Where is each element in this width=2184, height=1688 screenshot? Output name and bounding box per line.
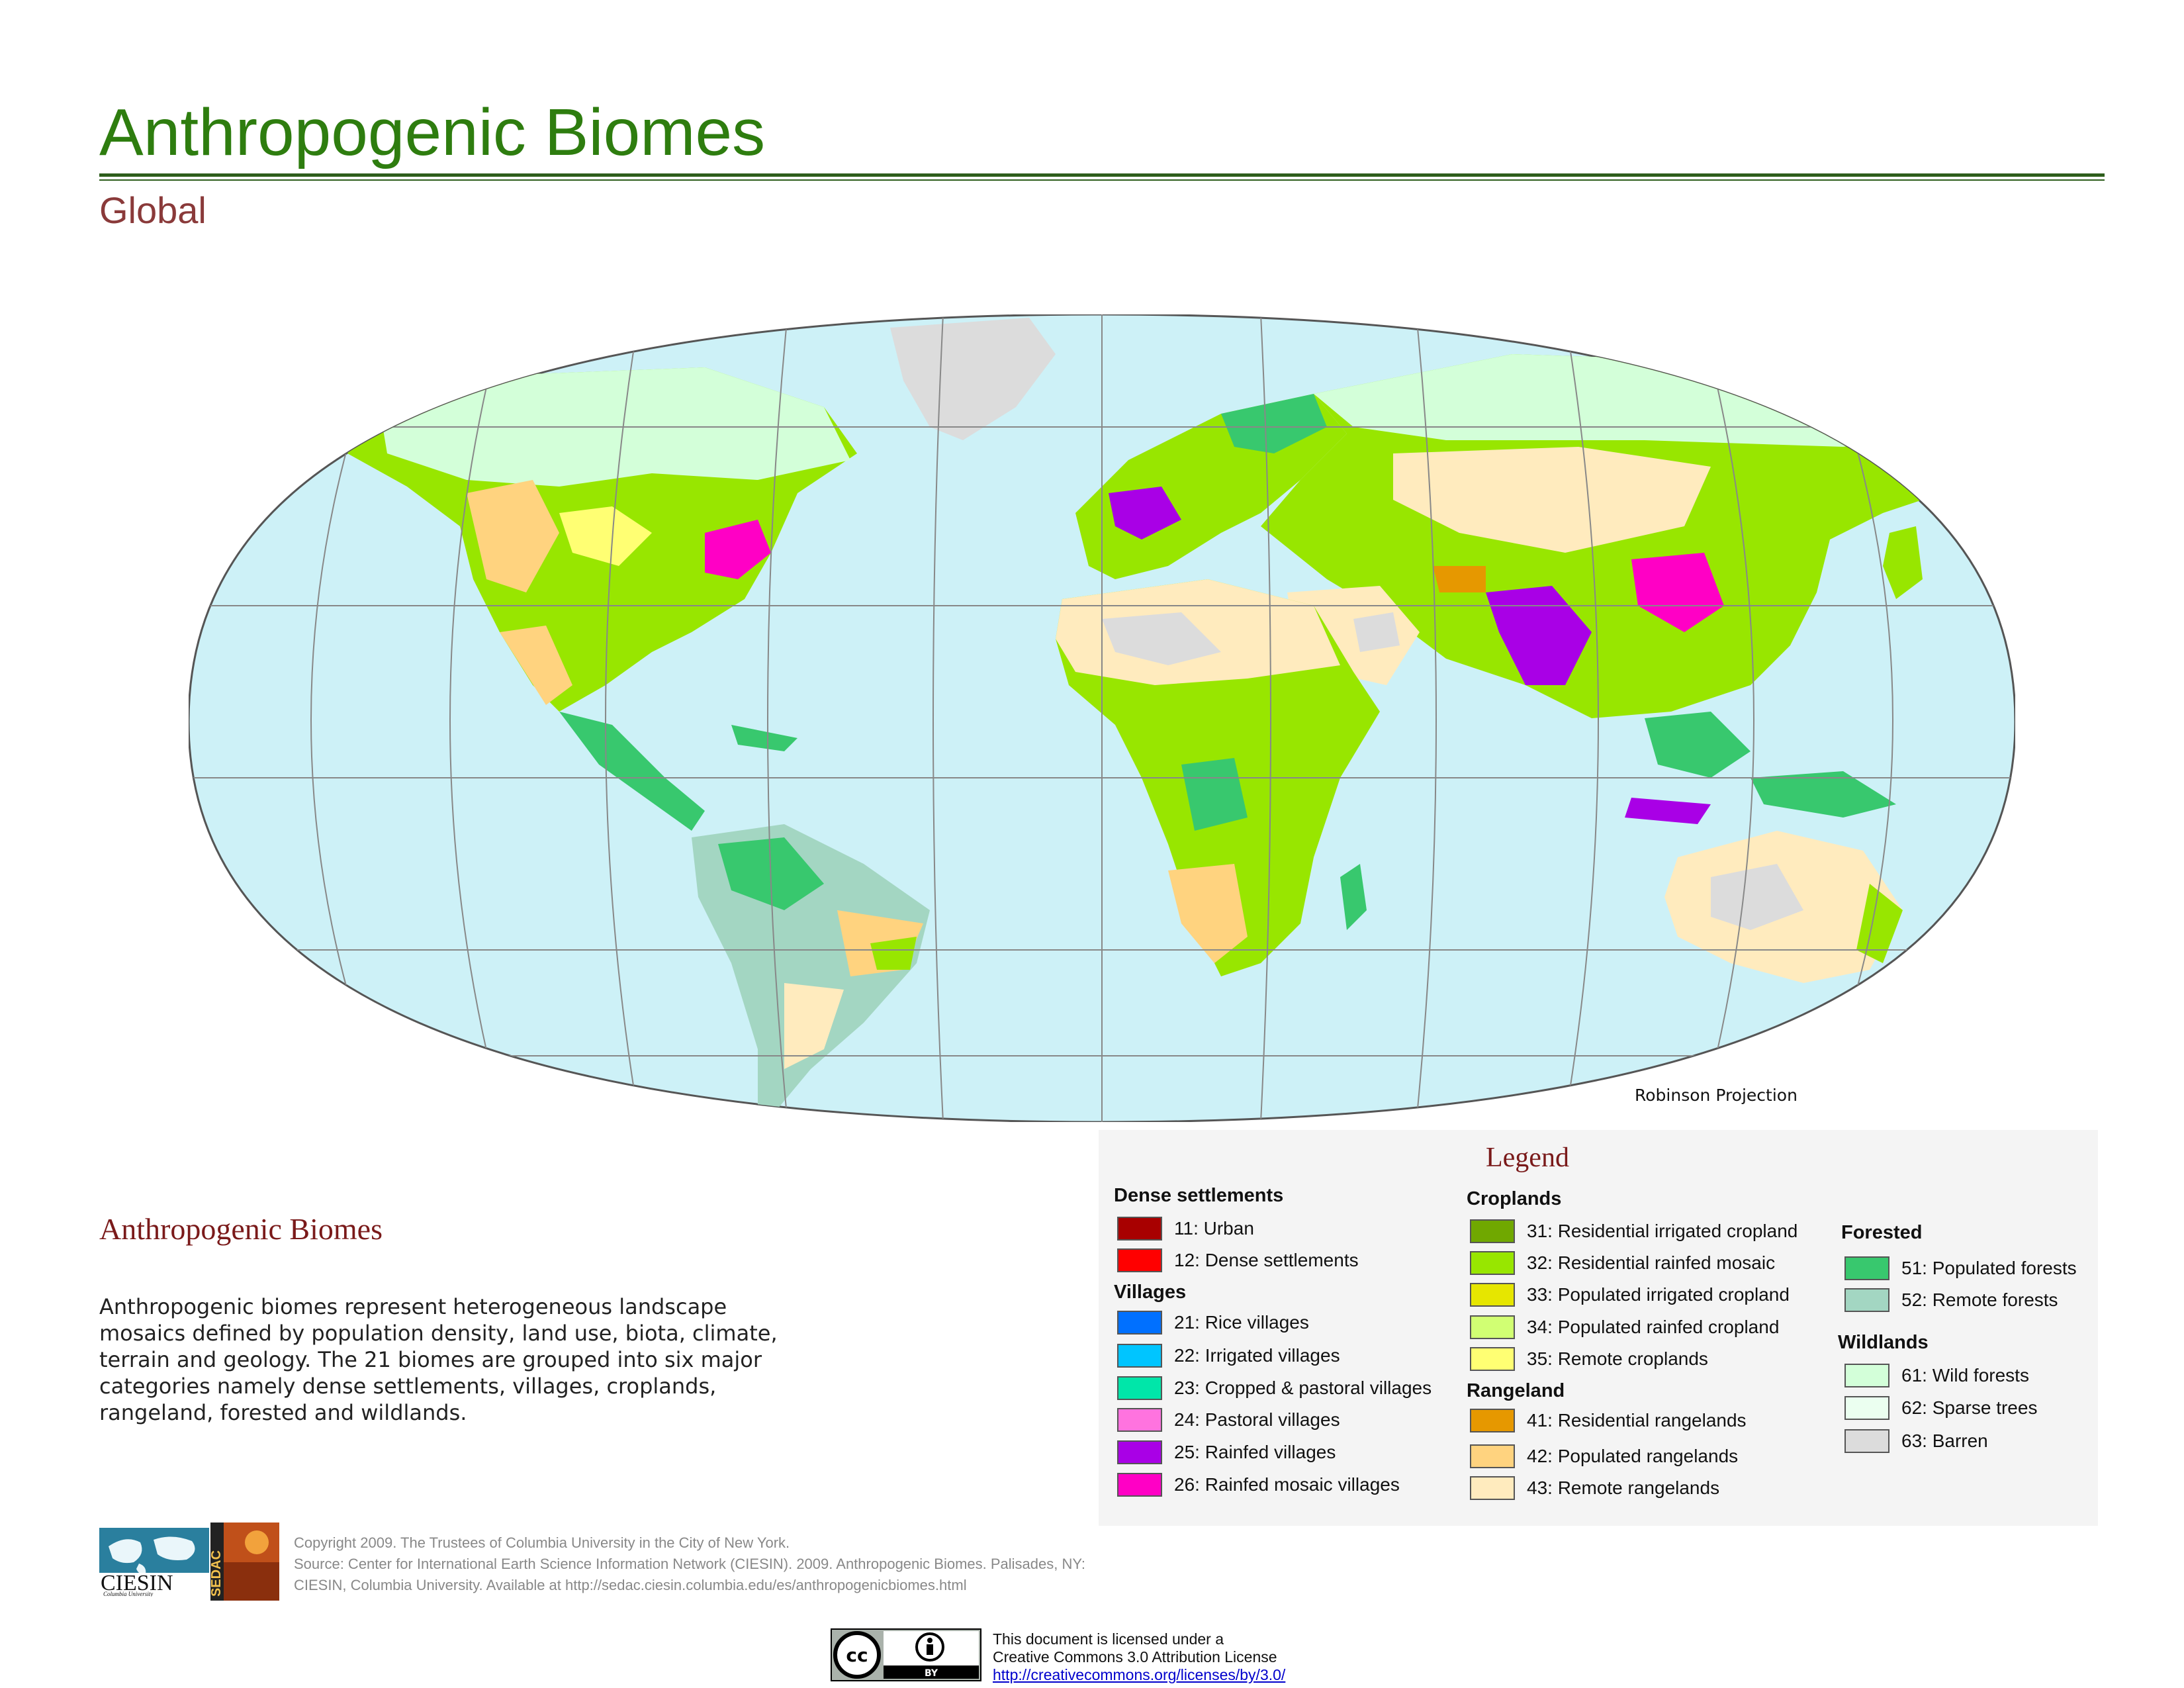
- description-line: Anthropogenic biomes represent heterogen…: [99, 1294, 727, 1319]
- legend-item-remote-croplands: 35: Remote croplands: [1470, 1346, 1708, 1372]
- graticule: [189, 314, 2015, 1122]
- legend-swatch: [1470, 1251, 1515, 1275]
- legend-item-populated-forests: 51: Populated forests: [1844, 1255, 2077, 1282]
- world-map: [189, 314, 2015, 1122]
- ciesin-logo-text: CIESIN: [101, 1571, 173, 1595]
- land-southeast-asia: [1625, 712, 1896, 824]
- attribution-icon: [927, 1638, 933, 1643]
- description-heading: Anthropogenic Biomes: [99, 1212, 383, 1246]
- page-subtitle: Global: [99, 189, 206, 231]
- ciesin-logo: CIESIN Columbia University: [99, 1528, 209, 1597]
- legend-item-barren: 63: Barren: [1844, 1428, 1988, 1454]
- page-title: Anthropogenic Biomes: [99, 95, 766, 169]
- legend-swatch: [1844, 1256, 1889, 1280]
- sedac-logo-text: SEDAC: [210, 1550, 224, 1597]
- legend-group-forested: Forested: [1841, 1222, 1923, 1243]
- legend-swatch: [1117, 1248, 1162, 1272]
- legend-group-croplands: Croplands: [1467, 1188, 1562, 1209]
- legend-item-pastoral-villages: 24: Pastoral villages: [1117, 1407, 1340, 1433]
- legend-item-residential-rangelands: 41: Residential rangelands: [1470, 1407, 1747, 1434]
- legend-title: Legend: [1486, 1143, 1569, 1173]
- legend-group-dense-settlements: Dense settlements: [1114, 1185, 1284, 1206]
- license-line: Creative Commons 3.0 Attribution License: [993, 1648, 1277, 1665]
- legend-item-wild-forests: 61: Wild forests: [1844, 1362, 2029, 1389]
- legend-item-rice-villages: 21: Rice villages: [1117, 1309, 1309, 1336]
- legend-group-rangeland: Rangeland: [1467, 1380, 1565, 1401]
- legend-item-populated-rainfed-cropland: 34: Populated rainfed cropland: [1470, 1314, 1779, 1340]
- legend-panel: [1099, 1130, 2098, 1526]
- legend-swatch: [1117, 1344, 1162, 1368]
- cc-by-label: BY: [925, 1668, 938, 1679]
- legend-swatch: [1470, 1315, 1515, 1339]
- legend-item-rainfed-mosaic-villages: 26: Rainfed mosaic villages: [1117, 1472, 1400, 1498]
- land-north-america: [347, 367, 857, 712]
- legend-swatch: [1117, 1311, 1162, 1335]
- land-europe: [1075, 394, 1347, 579]
- legend-item-rainfed-villages: 25: Rainfed villages: [1117, 1439, 1336, 1466]
- land-australia: [1664, 831, 1949, 1023]
- cc-icon: cc: [846, 1644, 868, 1666]
- source-line: Source: Center for International Earth S…: [294, 1556, 1085, 1572]
- legend-swatch: [1470, 1444, 1515, 1468]
- legend-swatch: [1844, 1364, 1889, 1387]
- legend-swatch: [1844, 1396, 1889, 1420]
- description-line: categories namely dense settlements, vil…: [99, 1374, 717, 1399]
- legend-swatch: [1470, 1283, 1515, 1307]
- description-line: rangeland, forested and wildlands.: [99, 1400, 467, 1425]
- legend-item-remote-forests: 52: Remote forests: [1844, 1287, 2058, 1313]
- land-japan: [1883, 526, 1923, 599]
- legend-swatch: [1470, 1347, 1515, 1371]
- legend-swatch: [1844, 1288, 1889, 1312]
- projection-label: Robinson Projection: [1635, 1086, 1797, 1105]
- description-line: terrain and geology. The 21 biomes are g…: [99, 1347, 762, 1372]
- legend-swatch: [1117, 1440, 1162, 1464]
- title-rule: [99, 173, 2105, 177]
- title-rule-thin: [99, 179, 2105, 181]
- legend-item-cropped-pastoral-villages: 23: Cropped & pastoral villages: [1117, 1375, 1432, 1401]
- description-line: mosaics defined by population density, l…: [99, 1321, 778, 1346]
- legend-item-residential-irrigated-cropland: 31: Residential irrigated cropland: [1470, 1218, 1797, 1244]
- legend-group-villages: Villages: [1114, 1282, 1187, 1303]
- land-central-america: [559, 712, 797, 831]
- legend-item-sparse-trees: 62: Sparse trees: [1844, 1395, 2037, 1421]
- cc-by-badge: cc BY: [831, 1628, 981, 1681]
- sedac-logo: SEDAC: [210, 1523, 279, 1601]
- legend-swatch: [1117, 1473, 1162, 1497]
- legend-item-populated-rangelands: 42: Populated rangelands: [1470, 1443, 1738, 1470]
- ciesin-logo-subtext: Columbia University: [103, 1591, 153, 1597]
- license-line: This document is licensed under a: [993, 1630, 1224, 1648]
- copyright-line: Copyright 2009. The Trustees of Columbia…: [294, 1534, 790, 1551]
- legend-item-populated-irrigated-cropland: 33: Populated irrigated cropland: [1470, 1282, 1790, 1308]
- legend-swatch: [1844, 1429, 1889, 1453]
- source-line: CIESIN, Columbia University. Available a…: [294, 1577, 967, 1593]
- legend-swatch: [1470, 1409, 1515, 1432]
- legend-item-dense-settlements: 12: Dense settlements: [1117, 1247, 1359, 1274]
- legend-item-residential-rainfed-mosaic: 32: Residential rainfed mosaic: [1470, 1250, 1775, 1276]
- legend-group-wildlands: Wildlands: [1838, 1332, 1929, 1353]
- license-link[interactable]: http://creativecommons.org/licenses/by/3…: [993, 1666, 1286, 1683]
- legend-item-urban: 11: Urban: [1117, 1215, 1254, 1242]
- legend-swatch: [1470, 1476, 1515, 1500]
- legend-item-remote-rangelands: 43: Remote rangelands: [1470, 1475, 1719, 1501]
- legend-swatch: [1117, 1217, 1162, 1241]
- legend-item-irrigated-villages: 22: Irrigated villages: [1117, 1342, 1340, 1369]
- legend-swatch: [1470, 1219, 1515, 1243]
- legend-swatch: [1117, 1376, 1162, 1400]
- legend-swatch: [1117, 1408, 1162, 1432]
- land-greenland: [890, 318, 1056, 440]
